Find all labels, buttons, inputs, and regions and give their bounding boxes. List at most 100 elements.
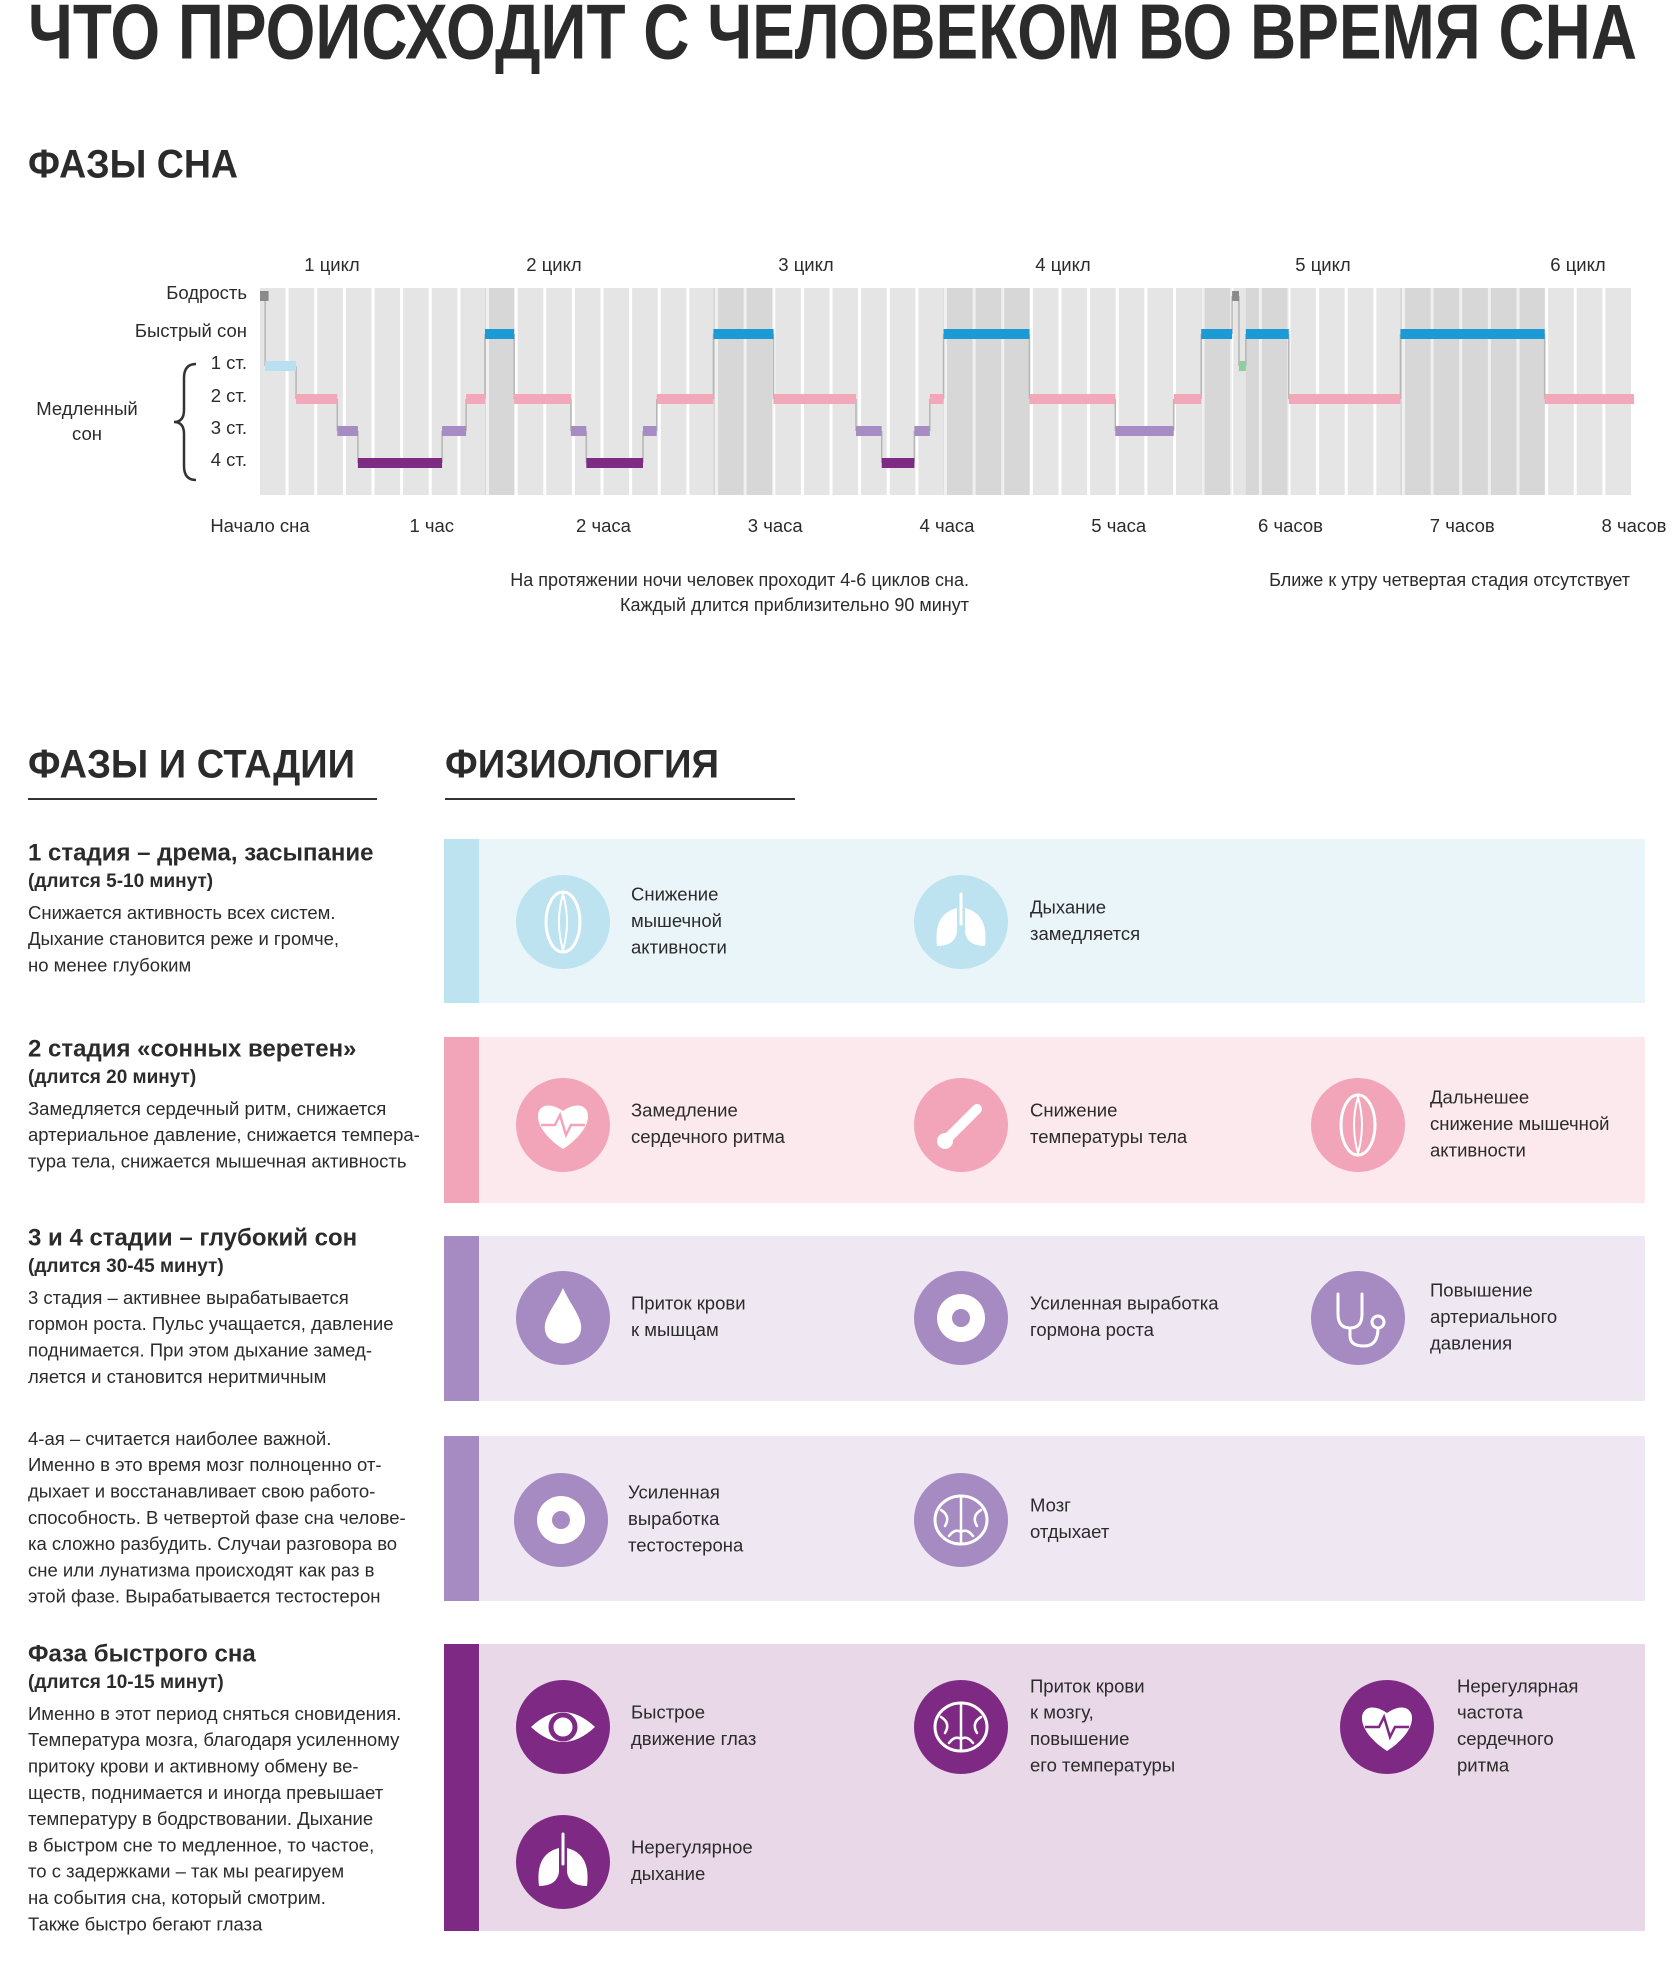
group-label: Медленный <box>36 398 137 419</box>
stage-heading: 3 и 4 стадии – глубокий сон <box>28 1224 357 1251</box>
x-tick-label: 8 часов <box>1602 515 1667 536</box>
x-tick-label: 2 часа <box>576 515 632 536</box>
physiology-text: частота <box>1457 1702 1524 1723</box>
stage-duration: (длится 20 минут) <box>28 1067 196 1088</box>
sleep-segment <box>773 394 856 404</box>
sleep-segment <box>914 426 930 436</box>
icon-part <box>544 890 582 954</box>
physiology-text: Замедление <box>631 1100 738 1121</box>
level-label: 3 ст. <box>211 417 247 438</box>
rem-band <box>713 288 774 495</box>
stage-text: то с задержками – так мы реагируем <box>28 1861 344 1882</box>
icon-part <box>936 908 986 946</box>
cycle-label: 4 цикл <box>1035 254 1090 275</box>
physiology-text: Нерегулярная <box>1457 1675 1578 1696</box>
sleep-segment <box>357 458 443 468</box>
sleep-segment <box>442 426 467 436</box>
sleep-segment <box>1029 394 1116 404</box>
panel <box>444 1436 1645 1601</box>
stage-text: на события сна, который смотрим. <box>28 1887 326 1908</box>
level-label: Бодрость <box>166 282 247 303</box>
chart-title: ФАЗЫ СНА <box>28 143 238 187</box>
sleep-segment <box>855 426 882 436</box>
panel-accent <box>444 1436 479 1601</box>
stage-text: сне или лунатизма происходят как раз в <box>28 1559 375 1580</box>
stage-text: способность. В четвертой фазе сна челове… <box>28 1507 406 1528</box>
chart-stripe <box>1290 288 1317 495</box>
chart-stripe <box>689 288 715 495</box>
icon-part <box>937 1133 953 1149</box>
icon-part <box>538 1848 588 1886</box>
panel <box>444 1644 1645 1931</box>
stage-duration: (длится 5-10 минут) <box>28 871 213 892</box>
stage-duration: (длится 10-15 минут) <box>28 1672 224 1693</box>
chart-stripe <box>546 288 572 495</box>
level-label: Быстрый сон <box>135 320 247 341</box>
chart-stripe <box>660 288 687 495</box>
chart-stripe <box>1118 288 1145 495</box>
physiology-text: активности <box>631 936 727 957</box>
icon-part <box>1365 1713 1409 1741</box>
physiology-text: Снижение <box>1030 1100 1117 1121</box>
chart-stripe <box>260 288 286 495</box>
cycle-label: 6 цикл <box>1550 254 1605 275</box>
physiology-text: Быстрое <box>631 1702 705 1723</box>
chart-stripe <box>918 288 944 495</box>
chart-stripe <box>1605 288 1631 495</box>
sleep-segment <box>713 329 774 339</box>
physiology-text: Дыхание <box>1030 897 1106 918</box>
level-label: 4 ст. <box>211 449 247 470</box>
sleep-segment <box>484 329 515 339</box>
icon-circle <box>516 875 610 969</box>
stage-text: Также быстро бегают глаза <box>28 1913 263 1934</box>
physiology-text: давления <box>1430 1332 1512 1353</box>
x-tick-label: Начало сна <box>210 515 310 536</box>
stage-text: Дыхание становится реже и громче, <box>28 928 339 949</box>
sleep-segment <box>260 291 269 301</box>
stage-text: в быстром сне то медленное, то частое, <box>28 1834 374 1855</box>
section-heading: ФИЗИОЛОГИЯ <box>445 743 719 787</box>
stage-text: тура тела, снижается мышечная активность <box>28 1150 406 1171</box>
icon-part <box>1336 1292 1380 1348</box>
icon-part <box>544 1288 582 1344</box>
chart-stripe <box>1147 288 1173 495</box>
title: ЧТО ПРОИСХОДИТ С ЧЕЛОВЕКОМ ВО ВРЕМЯ СНА <box>28 0 1637 76</box>
chart-stripe <box>1233 288 1259 495</box>
sleep-segment <box>265 361 297 371</box>
chart-stripe <box>1204 288 1231 495</box>
icon-part <box>939 1494 983 1546</box>
x-tick-label: 3 часа <box>748 515 804 536</box>
icon-part <box>1353 1096 1363 1154</box>
physiology-text: тестостерона <box>628 1534 744 1555</box>
stage-text: Именно в этот период сняться сновидения. <box>28 1703 401 1724</box>
physiology-text: температуры тела <box>1030 1126 1188 1147</box>
physiology-text: повышение <box>1030 1728 1129 1749</box>
icon-part <box>552 1511 570 1529</box>
icon-part <box>541 1111 585 1139</box>
physiology-text: Повышение <box>1430 1279 1533 1300</box>
stage-heading: 1 стадия – дрема, засыпание <box>28 839 373 866</box>
physiology-text: дыхание <box>631 1863 705 1884</box>
stage-text: притоку крови и активному обмену ве- <box>28 1755 359 1776</box>
stage-text: 4-ая – считается наиболее важной. <box>28 1428 331 1449</box>
panel-accent <box>444 839 479 1003</box>
physiology-text: к мышцам <box>631 1319 719 1340</box>
physiology-text: Приток крови <box>631 1293 746 1314</box>
icon-part <box>952 1309 970 1327</box>
icon-part <box>548 1712 578 1742</box>
icon-part <box>558 893 568 951</box>
physiology-text: выработка <box>628 1508 720 1529</box>
icon-part <box>942 1104 982 1144</box>
x-tick-label: 6 часов <box>1258 515 1323 536</box>
chart-note: Ближе к утру четвертая стадия отсутствуе… <box>1269 570 1630 590</box>
icon-circle <box>1311 1078 1405 1172</box>
chart-stripe <box>718 288 744 495</box>
chart-stripe <box>746 288 773 495</box>
physiology-text: движение глаз <box>631 1728 756 1749</box>
sleep-segment <box>943 329 1030 339</box>
brace <box>173 362 197 482</box>
section-heading: ФАЗЫ И СТАДИИ <box>28 743 355 787</box>
chart-stripe <box>1261 288 1288 495</box>
x-tick-label: 5 часа <box>1091 515 1147 536</box>
x-tick-label: 4 часа <box>920 515 976 536</box>
